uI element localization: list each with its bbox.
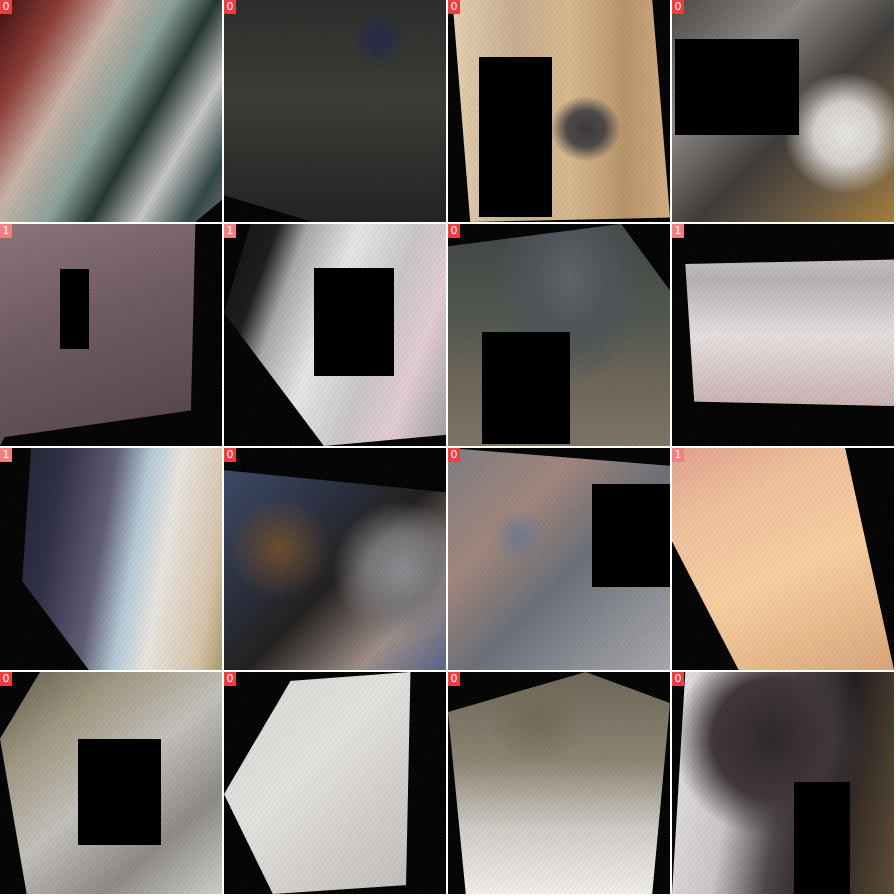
occlusion-box [482,332,570,444]
label-badge: 0 [672,672,684,686]
occlusion-box [675,39,799,135]
tile-photo [448,672,670,894]
tile-photo [224,672,411,894]
grid-tile[interactable]: 0 [224,448,446,670]
occlusion-box [78,739,161,845]
tile-photo [672,448,894,670]
label-badge: 0 [224,672,236,686]
tile-photo [0,224,196,446]
label-badge: 0 [448,224,460,238]
grid-tile[interactable]: 0 [224,0,446,222]
grid-tile[interactable]: 0 [224,672,446,894]
grid-tile[interactable]: 0 [672,672,894,894]
grid-tile[interactable]: 0 [448,0,670,222]
label-badge: 1 [0,224,12,238]
label-badge: 1 [672,224,684,238]
grid-tile[interactable]: 1 [672,224,894,446]
label-badge: 1 [672,448,684,462]
occlusion-box [314,268,394,376]
label-badge: 0 [672,0,684,14]
grid-tile[interactable]: 1 [0,448,222,670]
label-badge: 0 [0,0,12,14]
grid-tile[interactable]: 0 [0,0,222,222]
grid-tile[interactable]: 0 [672,0,894,222]
occlusion-box [479,57,552,217]
occlusion-box [794,782,850,894]
label-badge: 0 [448,448,460,462]
tile-photo [22,448,222,670]
grid-tile[interactable]: 0 [448,672,670,894]
label-badge: 0 [0,672,12,686]
grid-tile[interactable]: 0 [0,672,222,894]
tile-photo [224,0,446,222]
grid-tile[interactable]: 1 [224,224,446,446]
label-badge: 0 [448,672,460,686]
grid-tile[interactable]: 1 [672,448,894,670]
label-badge: 1 [224,224,236,238]
tile-photo [672,672,894,894]
label-badge: 1 [0,448,12,462]
label-badge: 0 [448,0,460,14]
label-badge: 0 [224,448,236,462]
grid-tile[interactable]: 1 [0,224,222,446]
tile-photo [685,259,894,407]
label-badge: 0 [224,0,236,14]
grid-tile[interactable]: 0 [448,224,670,446]
occlusion-box [60,269,89,349]
tile-photo [224,470,446,670]
grid-tile[interactable]: 0 [448,448,670,670]
occlusion-box [592,484,670,587]
tile-photo [0,0,222,222]
